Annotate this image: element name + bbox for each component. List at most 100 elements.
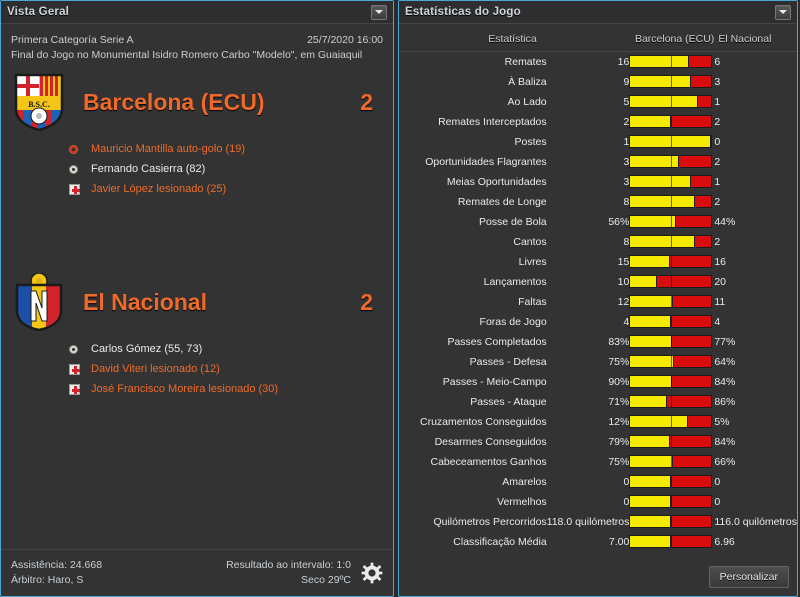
chevron-down-icon [779,10,787,14]
column-header-away-team[interactable]: El Nacional [714,28,797,52]
stats-table-wrapper: Estatística Barcelona (ECU) El Nacional … [399,24,797,560]
stat-bar-midline [670,236,672,247]
stat-away-value: 86% [714,395,736,408]
halftime-score-text: Resultado ao intervalo: 1:0 [226,559,351,571]
event-row: Fernando Casierra (82) [69,159,381,179]
stat-bar [629,535,713,548]
injury-icon [69,363,91,375]
stats-row: Oportunidades Flagrantes 3 2 [399,152,797,172]
stat-away-value: 77% [714,335,736,348]
column-header-statistic[interactable]: Estatística [399,28,547,52]
event-row: José Francisco Moreira lesionado (30) [69,379,381,399]
stat-comparison-bar [629,352,714,372]
stat-home-value: 12 [617,295,630,308]
stat-home-value: 0 [623,495,630,508]
home-team-events: Mauricio Mantilla auto-golo (19) Fernand… [13,133,381,199]
stat-home-value: 5 [623,95,630,108]
attendance-text: Assistência: 24.668 [11,559,103,571]
stat-bar [629,355,713,368]
stat-bar-home-fill [630,56,690,68]
stat-away-value: 6 [714,55,721,68]
stat-bar-midline [670,56,672,68]
event-label: Javier López lesionado (25) [91,183,227,195]
stat-comparison-bar [629,112,714,132]
stat-label: Cantos [513,235,547,248]
stat-comparison-bar [629,532,714,552]
stat-bar-midline [670,456,672,467]
stat-away-value: 11 [714,295,726,308]
stat-bar-midline [670,116,672,127]
gear-icon[interactable] [361,562,383,584]
stat-away-value: 6.96 [714,535,735,548]
event-row: David Viteri lesionado (12) [69,359,381,379]
stats-table-body: Remates 16 6 À Baliza 9 3 Ao Lado 5 1 Remates Int… [399,52,797,552]
stat-home-value: 4 [623,315,630,328]
stat-bar-home-fill [630,516,672,527]
stat-label: Amarelos [502,475,547,488]
event-row: Mauricio Mantilla auto-golo (19) [69,139,381,159]
stat-comparison-bar [629,152,714,172]
stats-row: Remates de Longe 8 2 [399,192,797,212]
left-panel-spacer [1,399,393,549]
overview-panel-dropdown-button[interactable] [371,4,387,20]
stat-away-value: 4 [714,315,721,328]
stat-away-value: 2 [714,235,721,248]
stats-row: Passes - Meio-Campo 90% 84% [399,372,797,392]
home-team-header[interactable]: B.S.C. Barcelona (ECU) 2 [13,71,381,133]
stat-comparison-bar [629,52,714,72]
stats-panel-dropdown-button[interactable] [775,4,791,20]
stats-footer: Personalizar [399,560,797,596]
stat-label: Quilómetros Percorridos [433,515,547,528]
own-goal-ball-icon [69,144,91,154]
stats-row: Meias Oportunidades 3 1 [399,172,797,192]
stats-table: Estatística Barcelona (ECU) El Nacional … [399,28,797,552]
goal-ball-icon [69,164,91,174]
stat-label: Foras de Jogo [479,315,547,328]
event-label: Fernando Casierra (82) [91,163,206,175]
stats-row: Amarelos 0 0 [399,472,797,492]
svg-text:B.S.C.: B.S.C. [28,100,50,109]
stat-bar-midline [670,136,672,147]
stat-bar-home-fill [630,396,667,407]
match-footer-left: Assistência: 24.668 Árbitro: Haro, S [11,558,226,588]
stat-bar-midline [670,196,672,207]
match-stats-panel: Estatísticas do Jogo Estatística Barcelo… [398,0,798,597]
stat-bar-home-fill [630,276,658,287]
stat-away-value: 16 [714,255,726,268]
stat-away-value: 64% [714,355,736,368]
stats-row: Remates Interceptados 2 2 [399,112,797,132]
stats-row: Cruzamentos Conseguidos 12% 5% [399,412,797,432]
stats-table-header-row: Estatística Barcelona (ECU) El Nacional [399,28,797,52]
stat-label: Remates de Longe [457,195,547,208]
event-label: Carlos Gómez (55, 73) [91,343,203,355]
stat-bar [629,155,713,168]
stat-bar [629,455,713,468]
column-header-home-team[interactable]: Barcelona (ECU) [546,28,715,52]
stat-bar [629,395,713,408]
stat-comparison-bar [629,452,714,472]
stat-home-value: 7.00 [608,535,630,548]
stat-comparison-bar [629,412,714,432]
overview-panel-header: Vista Geral [1,1,393,24]
stat-home-value: 12% [608,415,630,428]
stats-row: Passes - Ataque 71% 86% [399,392,797,412]
stat-bar-home-fill [630,296,673,307]
stat-bar-home-fill [630,316,671,327]
event-label: David Viteri lesionado (12) [91,363,220,375]
stats-panel-header: Estatísticas do Jogo [399,1,797,24]
stat-label: Livres [518,255,547,268]
stat-away-value: 0 [714,475,721,488]
stat-bar-home-fill [630,96,698,107]
stats-row: Lançamentos 10 20 [399,272,797,292]
stat-bar-home-fill [630,436,670,447]
away-team-header[interactable]: El Nacional 2 [13,271,381,333]
stat-home-value: 3 [623,175,630,188]
stats-row: Faltas 12 11 [399,292,797,312]
stat-bar-home-fill [630,336,673,347]
stat-home-value: 1 [623,135,630,148]
stat-bar-midline [670,436,672,447]
goal-ball-icon [69,344,91,354]
stat-bar [629,75,713,88]
customize-button[interactable]: Personalizar [708,566,789,588]
stat-bar-midline [670,376,672,387]
